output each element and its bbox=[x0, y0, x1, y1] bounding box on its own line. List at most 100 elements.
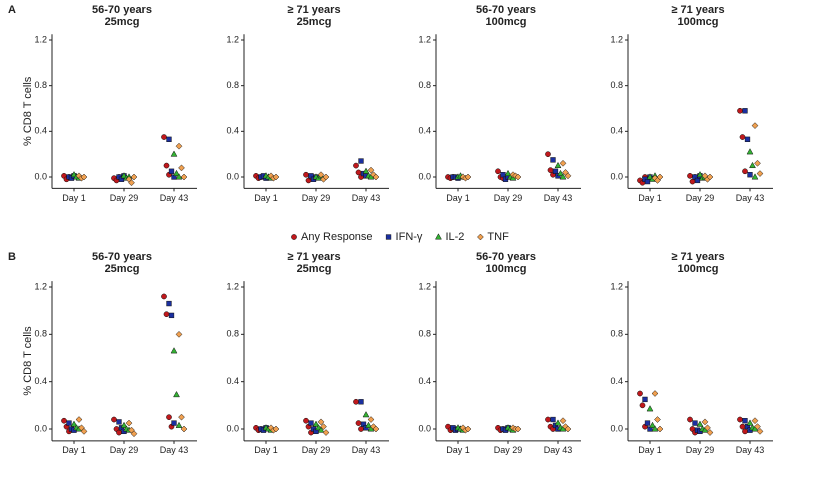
point bbox=[303, 171, 309, 178]
point bbox=[173, 390, 180, 398]
point bbox=[742, 418, 748, 424]
point bbox=[559, 417, 567, 425]
y-tick-label: 0.8 bbox=[34, 80, 47, 90]
y-tick-label: 0.8 bbox=[418, 80, 431, 90]
point bbox=[367, 416, 375, 423]
point bbox=[130, 173, 138, 181]
point bbox=[464, 173, 472, 181]
point bbox=[644, 420, 651, 426]
y-tick-label: 0.0 bbox=[34, 171, 47, 181]
x-tick-label: Day 1 bbox=[62, 445, 86, 455]
y-tick-label: 0.4 bbox=[34, 126, 47, 136]
legend-marker bbox=[385, 234, 392, 240]
y-tick-label: 0.4 bbox=[226, 376, 239, 386]
point bbox=[372, 173, 380, 181]
x-tick-label: Day 43 bbox=[352, 193, 381, 203]
x-tick-label: Day 1 bbox=[254, 193, 278, 203]
panel-title: 25mcg bbox=[105, 16, 140, 28]
point bbox=[495, 168, 501, 175]
point bbox=[692, 420, 698, 426]
point bbox=[742, 428, 748, 435]
point bbox=[559, 159, 567, 167]
y-tick-label: 1.2 bbox=[34, 281, 47, 291]
panel-title: 56-70 years bbox=[92, 4, 152, 16]
y-tick-label: 0.8 bbox=[610, 329, 623, 339]
point bbox=[372, 425, 380, 433]
y-axis-label: % CD8 T cells bbox=[22, 326, 34, 396]
point bbox=[687, 173, 693, 179]
point bbox=[500, 172, 506, 178]
point bbox=[742, 168, 748, 175]
point bbox=[557, 169, 564, 177]
point bbox=[554, 419, 562, 426]
x-tick-label: Day 29 bbox=[686, 193, 715, 203]
point bbox=[746, 148, 754, 155]
x-tick-label: Day 43 bbox=[160, 193, 189, 203]
point bbox=[80, 428, 88, 435]
point bbox=[545, 151, 551, 158]
point bbox=[168, 168, 175, 174]
x-tick-label: Day 43 bbox=[544, 445, 573, 455]
y-tick-label: 0.0 bbox=[226, 423, 239, 433]
x-tick-label: Day 43 bbox=[736, 193, 765, 203]
point bbox=[163, 311, 170, 318]
point bbox=[649, 421, 656, 428]
panel-title: 100mcg bbox=[486, 263, 527, 275]
panel-letter: B bbox=[8, 251, 16, 263]
point bbox=[365, 421, 372, 428]
y-axis-label: % CD8 T cells bbox=[22, 76, 34, 146]
point bbox=[737, 107, 743, 114]
point bbox=[175, 173, 183, 180]
x-tick-label: Day 43 bbox=[544, 193, 573, 203]
point bbox=[308, 420, 314, 426]
y-tick-label: 0.8 bbox=[226, 329, 239, 339]
point bbox=[464, 425, 472, 433]
x-tick-label: Day 29 bbox=[110, 193, 139, 203]
point bbox=[504, 169, 512, 177]
point bbox=[514, 173, 522, 181]
point bbox=[550, 416, 556, 423]
panel-letter: A bbox=[8, 4, 16, 16]
point bbox=[706, 173, 714, 181]
point bbox=[171, 420, 177, 426]
point bbox=[749, 161, 756, 169]
y-tick-label: 0.4 bbox=[418, 126, 431, 136]
point bbox=[654, 416, 661, 423]
panel-title: 100mcg bbox=[678, 16, 719, 28]
y-tick-label: 1.2 bbox=[226, 281, 239, 291]
point bbox=[696, 420, 704, 427]
point bbox=[552, 168, 559, 174]
point bbox=[272, 173, 280, 181]
point bbox=[317, 426, 325, 433]
point bbox=[754, 159, 761, 167]
x-tick-label: Day 1 bbox=[254, 445, 278, 455]
point bbox=[178, 164, 185, 172]
point bbox=[751, 417, 759, 425]
point bbox=[751, 122, 759, 129]
point bbox=[178, 413, 185, 421]
point bbox=[180, 425, 188, 433]
point bbox=[303, 417, 309, 424]
point bbox=[554, 161, 562, 169]
y-tick-label: 0.4 bbox=[610, 376, 623, 386]
legend-marker bbox=[435, 233, 442, 240]
x-tick-label: Day 43 bbox=[352, 445, 381, 455]
x-tick-label: Day 29 bbox=[302, 445, 331, 455]
point bbox=[353, 162, 359, 169]
point bbox=[701, 418, 709, 426]
point bbox=[747, 172, 753, 178]
y-tick-label: 0.0 bbox=[34, 423, 47, 433]
y-tick-label: 0.0 bbox=[610, 171, 623, 181]
panel-title: ≥ 71 years bbox=[287, 4, 340, 16]
point bbox=[550, 157, 556, 163]
x-tick-label: Day 29 bbox=[110, 445, 139, 455]
point bbox=[317, 171, 325, 179]
point bbox=[116, 429, 122, 436]
y-tick-label: 0.0 bbox=[610, 423, 623, 433]
y-tick-label: 0.8 bbox=[34, 329, 47, 339]
y-tick-label: 1.2 bbox=[610, 34, 623, 44]
point bbox=[75, 416, 83, 423]
panel-title: 25mcg bbox=[297, 16, 332, 28]
point bbox=[545, 416, 551, 423]
